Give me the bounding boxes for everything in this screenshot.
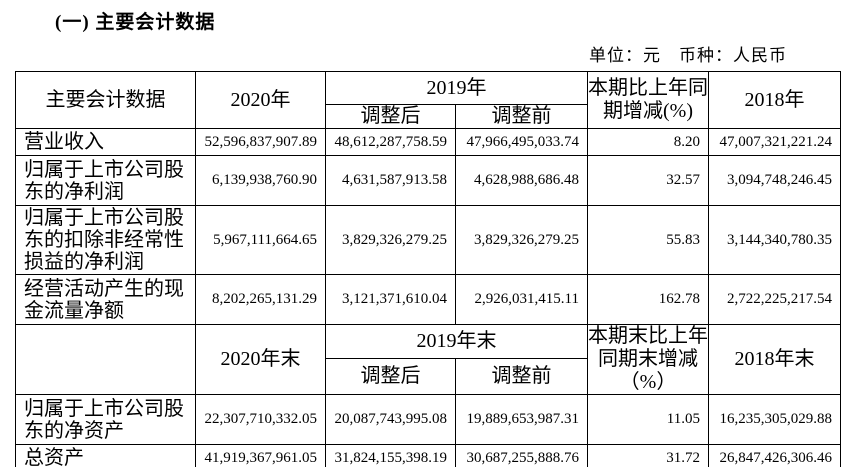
- cell-2019-adjusted: 48,612,287,758.59: [325, 128, 456, 156]
- row-label: 归属于上市公司股东的净利润: [15, 155, 196, 206]
- cell-change: 32.57: [587, 155, 709, 206]
- cell-2018: 47,007,321,221.24: [708, 128, 841, 156]
- cell-2019-adjusted: 3,829,326,279.25: [325, 205, 456, 275]
- cell-2020: 8,202,265,131.29: [195, 274, 326, 325]
- cell-2018: 16,235,305,029.88: [708, 394, 841, 445]
- row-label: 归属于上市公司股东的净资产: [15, 394, 196, 445]
- table-row: 归属于上市公司股东的净利润 6,139,938,760.90 4,631,587…: [15, 155, 841, 206]
- cell-2018: 2,722,225,217.54: [708, 274, 841, 325]
- cell-2019-adjusted: 20,087,743,995.08: [325, 394, 456, 445]
- cell-2019-adjusted: 3,121,371,610.04: [325, 274, 456, 325]
- row-label: 总资产: [15, 444, 196, 467]
- row-label: 经营活动产生的现金流量净额: [15, 274, 196, 325]
- section-title: (一) 主要会计数据: [55, 12, 216, 33]
- header-pre-adjustment: 调整前: [455, 358, 588, 395]
- cell-2019-original: 2,926,031,415.11: [455, 274, 588, 325]
- header-row-4: 调整后 调整前: [16, 358, 841, 395]
- cell-2018: 3,094,748,246.45: [708, 155, 841, 206]
- cell-2020: 52,596,837,907.89: [195, 128, 326, 156]
- table-row: 归属于上市公司股东的净资产 22,307,710,332.05 20,087,7…: [15, 394, 841, 445]
- cell-change: 8.20: [587, 128, 709, 156]
- cell-change: 31.72: [587, 444, 709, 467]
- header-row-2: 调整后 调整前: [16, 104, 841, 129]
- cell-2019-adjusted: 4,631,587,913.58: [325, 155, 456, 206]
- table-row: 营业收入 52,596,837,907.89 48,612,287,758.59…: [15, 128, 841, 156]
- cell-change: 11.05: [587, 394, 709, 445]
- cell-2019-original: 30,687,255,888.76: [455, 444, 588, 467]
- header-2020-end: 2020年末: [195, 324, 326, 395]
- cell-2020: 5,967,111,664.65: [195, 205, 326, 275]
- table-row: 归属于上市公司股东的扣除非经常性损益的净利润 5,967,111,664.65 …: [15, 205, 841, 275]
- row-label: 归属于上市公司股东的扣除非经常性损益的净利润: [15, 205, 196, 275]
- table-row: 总资产 41,919,367,961.05 31,824,155,398.19 …: [15, 444, 841, 467]
- cell-2019-original: 47,966,495,033.74: [455, 128, 588, 156]
- cell-change: 162.78: [587, 274, 709, 325]
- cell-2019-original: 3,829,326,279.25: [455, 205, 588, 275]
- unit-currency-note: 单位：元 币种：人民币: [589, 46, 787, 65]
- header-2019: 2019年: [325, 71, 588, 105]
- header-row-1: 主要会计数据 2020年 2019年 本期比上年同期增减(%) 2018年: [15, 71, 841, 129]
- header-adjusted: 调整后: [325, 104, 456, 129]
- cell-2019-original: 4,628,988,686.48: [455, 155, 588, 206]
- header-change-pct: 本期比上年同期增减(%): [587, 71, 709, 129]
- row-label: 营业收入: [15, 128, 196, 156]
- cell-2020: 41,919,367,961.05: [195, 444, 326, 467]
- cell-2018: 3,144,340,780.35: [708, 205, 841, 275]
- header-blank: [15, 324, 196, 395]
- header-pre-adjustment: 调整前: [455, 104, 588, 129]
- header-end-change-pct: 本期末比上年同期末增减（%）: [587, 324, 709, 395]
- header-2020: 2020年: [195, 71, 326, 129]
- cell-2018: 26,847,426,306.46: [708, 444, 841, 467]
- header-2018: 2018年: [708, 71, 841, 129]
- header-adjusted: 调整后: [325, 358, 456, 395]
- cell-2020: 6,139,938,760.90: [195, 155, 326, 206]
- header-2018-end: 2018年末: [708, 324, 841, 395]
- key-accounting-data-table: 主要会计数据 2020年 2019年 本期比上年同期增减(%) 2018年 调整…: [15, 71, 841, 467]
- cell-2019-adjusted: 31,824,155,398.19: [325, 444, 456, 467]
- header-main-data: 主要会计数据: [15, 71, 196, 129]
- header-row-3: 2020年末 2019年末 本期末比上年同期末增减（%） 2018年末: [15, 324, 841, 395]
- table-row: 经营活动产生的现金流量净额 8,202,265,131.29 3,121,371…: [15, 274, 841, 325]
- cell-2019-original: 19,889,653,987.31: [455, 394, 588, 445]
- cell-2020: 22,307,710,332.05: [195, 394, 326, 445]
- cell-change: 55.83: [587, 205, 709, 275]
- header-2019-end: 2019年末: [325, 324, 588, 359]
